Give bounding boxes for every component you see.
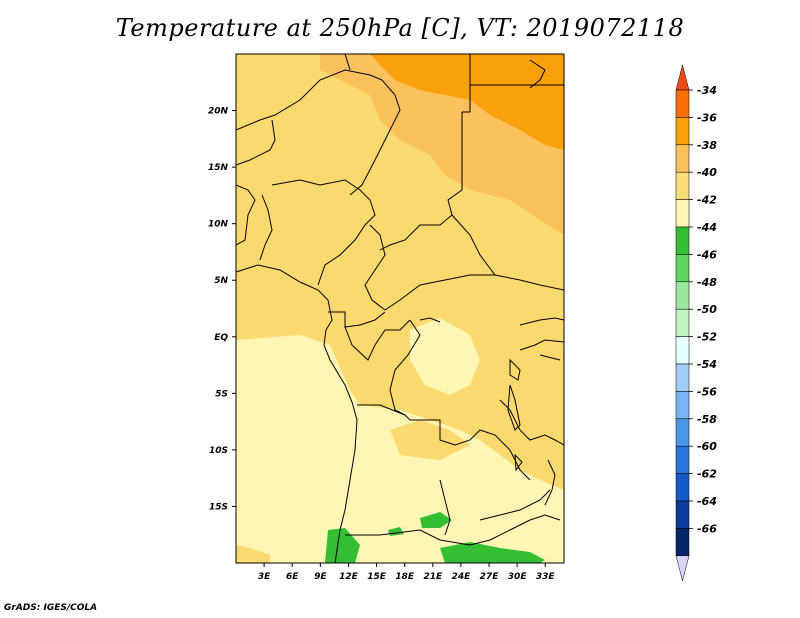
lon-tick-label: 12E (339, 572, 359, 582)
lon-tick-label: 15E (367, 572, 387, 582)
lon-tick-label: 24E (452, 572, 472, 582)
colorbar-swatch (675, 199, 690, 228)
colorbar-label: -44 (697, 221, 717, 234)
colorbar-label: -64 (697, 495, 717, 508)
lat-tick-label: 15S (209, 502, 228, 512)
shade-region-warm-southwest (236, 545, 270, 563)
colorbar-label: -42 (697, 194, 717, 207)
credit-text: GrADS: IGES/COLA (4, 603, 98, 613)
colorbar-label: -54 (697, 358, 717, 371)
colorbar-label: -56 (697, 385, 717, 398)
lon-tick-label: 30E (508, 572, 528, 582)
colorbar-swatch (675, 254, 690, 283)
colorbar-label: -52 (697, 331, 717, 344)
lon-tick-label: 9E (314, 572, 327, 582)
lat-tick-label: 5S (215, 389, 228, 399)
colorbar-swatch (675, 308, 690, 337)
lakes (419, 59, 546, 472)
lat-tick-label: 10N (208, 220, 229, 230)
latitude-axis: 20N 15N 10N 5N EQ 5S 10S 15S (208, 107, 236, 512)
colorbar-swatch (675, 363, 690, 392)
map-frame (235, 53, 565, 564)
colorbar-swatch (675, 226, 690, 255)
shade-region-pale-yellow-central (410, 318, 480, 395)
map-panel: 3E 6E 9E 12E 15E 18E 21E 24E 27E 30E 33E 20N 15N 10N… (208, 53, 565, 582)
lon-tick-label: 3E (258, 572, 271, 582)
colorbar-swatch (675, 117, 690, 146)
colorbar-label: -36 (697, 111, 717, 124)
colorbar-label: -38 (697, 139, 717, 152)
colorbar-label: -60 (697, 440, 717, 453)
colorbar-swatch (675, 445, 690, 474)
colorbar-label: -46 (697, 248, 717, 261)
lon-tick-label: 18E (395, 572, 415, 582)
lon-tick-label: 6E (286, 572, 299, 582)
colorbar-label: -58 (697, 413, 717, 426)
colorbar-bottom-arrow (675, 555, 690, 582)
shade-region-green-1 (325, 528, 360, 563)
longitude-axis: 3E 6E 9E 12E 15E 18E 21E 24E 27E 30E 33E (258, 563, 556, 582)
colorbar-swatch (675, 89, 690, 118)
colorbar-swatch (675, 473, 690, 502)
colorbar-label: -34 (697, 84, 717, 97)
colorbar-swatch (675, 336, 690, 365)
shade-region-warm-south (390, 420, 470, 460)
colorbar-label: -62 (697, 468, 717, 481)
shade-region-green-2 (420, 512, 452, 528)
colorbar-swatch (675, 500, 690, 529)
shade-region-green-4 (440, 542, 545, 563)
map-title: Temperature at 250hPa [C], VT: 201907211… (115, 14, 685, 42)
colorbar-swatch (675, 171, 690, 200)
colorbar-swatch (675, 418, 690, 447)
colorbar-label: -66 (697, 522, 717, 535)
colorbar-swatch (675, 528, 690, 557)
lat-tick-label: 10S (209, 446, 228, 456)
shade-region-orange (370, 54, 564, 150)
lon-tick-label: 27E (480, 572, 500, 582)
lat-tick-label: 5N (214, 276, 228, 286)
lat-tick-label: 15N (208, 163, 229, 173)
lon-tick-label: 33E (536, 572, 556, 582)
lat-tick-label: 20N (208, 107, 229, 117)
colorbar-label: -50 (697, 303, 717, 316)
lon-tick-label: 21E (423, 572, 443, 582)
lat-tick-label: EQ (214, 333, 228, 343)
colorbar-swatch (675, 281, 690, 310)
colorbar: -34 -36 -38 -40 -42 -44 -46 -48 -50 -52 -54 -56 -58 -… (675, 64, 717, 582)
country-borders (236, 54, 564, 563)
colorbar-swatch (675, 144, 690, 173)
colorbar-label: -40 (697, 166, 717, 179)
colorbar-swatch (675, 391, 690, 420)
colorbar-label: -48 (697, 276, 717, 289)
colorbar-top-arrow (675, 64, 690, 91)
